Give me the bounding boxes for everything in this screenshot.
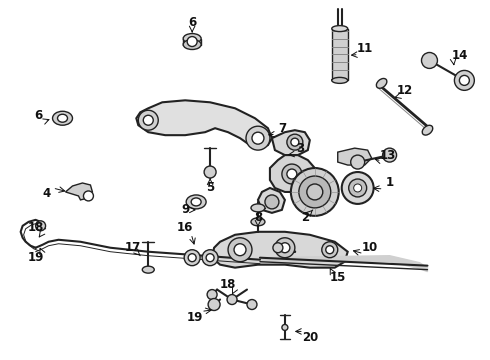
Text: 18: 18 xyxy=(27,221,44,234)
Polygon shape xyxy=(270,155,315,192)
Ellipse shape xyxy=(332,77,348,84)
Circle shape xyxy=(206,254,214,262)
Ellipse shape xyxy=(57,114,68,122)
Text: 19: 19 xyxy=(27,251,44,264)
Circle shape xyxy=(282,164,302,184)
Text: 6: 6 xyxy=(34,109,43,122)
Polygon shape xyxy=(258,188,285,213)
Text: 12: 12 xyxy=(396,84,413,97)
Text: 4: 4 xyxy=(43,188,50,201)
Text: 9: 9 xyxy=(181,203,189,216)
Circle shape xyxy=(83,191,94,201)
Text: 3: 3 xyxy=(296,141,304,155)
Polygon shape xyxy=(260,256,427,272)
Polygon shape xyxy=(338,148,371,165)
Circle shape xyxy=(326,246,334,254)
Circle shape xyxy=(188,254,196,262)
Text: 7: 7 xyxy=(278,122,286,135)
Circle shape xyxy=(291,138,299,146)
Text: 20: 20 xyxy=(302,331,318,344)
Text: 14: 14 xyxy=(451,49,467,62)
Circle shape xyxy=(291,168,339,216)
Circle shape xyxy=(342,172,374,204)
Text: 16: 16 xyxy=(177,221,194,234)
Ellipse shape xyxy=(376,78,387,88)
Polygon shape xyxy=(212,232,348,268)
Text: 2: 2 xyxy=(301,211,309,224)
Ellipse shape xyxy=(52,111,73,125)
Polygon shape xyxy=(66,183,93,200)
Circle shape xyxy=(207,289,217,300)
Circle shape xyxy=(36,221,46,231)
Circle shape xyxy=(287,134,303,150)
Ellipse shape xyxy=(191,198,201,206)
Ellipse shape xyxy=(183,33,201,44)
Text: 13: 13 xyxy=(379,149,396,162)
Text: 5: 5 xyxy=(206,181,214,194)
Text: 1: 1 xyxy=(386,176,393,189)
Circle shape xyxy=(138,110,158,130)
Circle shape xyxy=(228,238,252,262)
Circle shape xyxy=(208,298,220,310)
Circle shape xyxy=(354,184,362,192)
Ellipse shape xyxy=(422,125,433,135)
Circle shape xyxy=(460,75,469,85)
Text: 8: 8 xyxy=(254,211,262,224)
Text: 6: 6 xyxy=(188,16,196,29)
Circle shape xyxy=(204,166,216,178)
Circle shape xyxy=(287,169,297,179)
Ellipse shape xyxy=(332,26,348,32)
Text: 10: 10 xyxy=(362,241,378,254)
Circle shape xyxy=(421,53,438,68)
Circle shape xyxy=(187,37,197,46)
Ellipse shape xyxy=(142,266,154,273)
Text: 11: 11 xyxy=(357,42,373,55)
Circle shape xyxy=(307,184,323,200)
Text: 18: 18 xyxy=(220,278,236,291)
Circle shape xyxy=(247,300,257,310)
Circle shape xyxy=(383,148,396,162)
Circle shape xyxy=(227,294,237,305)
Circle shape xyxy=(322,242,338,258)
Circle shape xyxy=(143,115,153,125)
Circle shape xyxy=(252,132,264,144)
Circle shape xyxy=(184,250,200,266)
Circle shape xyxy=(351,155,365,169)
Circle shape xyxy=(454,71,474,90)
Text: 17: 17 xyxy=(124,241,141,254)
Circle shape xyxy=(265,195,279,209)
Circle shape xyxy=(299,176,331,208)
Circle shape xyxy=(282,324,288,330)
Polygon shape xyxy=(332,28,348,80)
Ellipse shape xyxy=(251,204,265,212)
Circle shape xyxy=(234,244,246,256)
Circle shape xyxy=(280,243,290,253)
Polygon shape xyxy=(272,130,310,155)
Circle shape xyxy=(275,238,295,258)
Circle shape xyxy=(246,126,270,150)
Polygon shape xyxy=(136,100,272,148)
Ellipse shape xyxy=(251,218,265,226)
Text: 19: 19 xyxy=(187,311,203,324)
Text: 15: 15 xyxy=(330,271,346,284)
Ellipse shape xyxy=(183,40,201,50)
Circle shape xyxy=(349,179,367,197)
Ellipse shape xyxy=(186,195,206,209)
Circle shape xyxy=(273,243,283,253)
Circle shape xyxy=(202,250,218,266)
